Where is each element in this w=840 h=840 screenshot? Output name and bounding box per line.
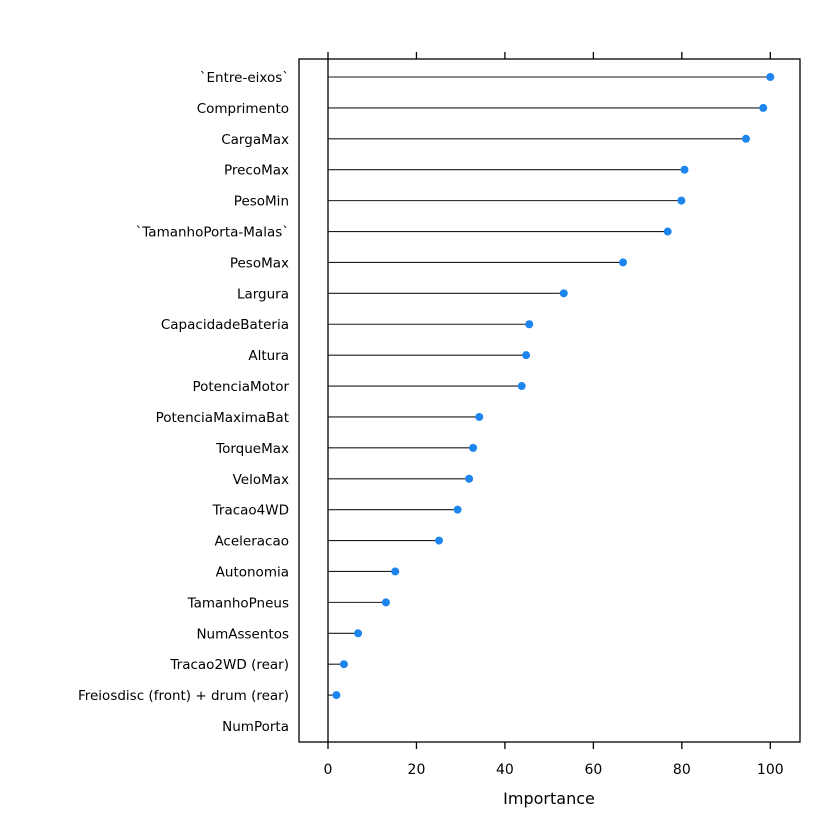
lollipop-dot <box>680 165 689 174</box>
category-label: NumAssentos <box>196 626 289 642</box>
category-label: PotenciaMaximaBat <box>156 410 289 426</box>
category-label: Comprimento <box>197 101 289 117</box>
category-label: Altura <box>248 348 289 364</box>
lollipop-dot <box>741 134 750 143</box>
x-axis-tick-label: 0 <box>324 762 333 778</box>
category-label: PotenciaMotor <box>192 379 289 395</box>
category-label: Largura <box>237 286 289 302</box>
category-label: `TamanhoPorta-Malas` <box>136 225 289 241</box>
lollipop-dot <box>766 73 775 81</box>
category-label: PesoMax <box>230 255 289 271</box>
x-axis-tick-label: 100 <box>757 762 784 778</box>
category-label: TamanhoPneus <box>187 595 289 611</box>
category-label: PesoMin <box>234 194 289 210</box>
x-axis-tick-label: 40 <box>496 762 514 778</box>
category-label: PrecoMax <box>224 163 289 179</box>
lollipop-dot <box>469 443 478 452</box>
category-label: Freiosdisc (front) + drum (rear) <box>78 688 289 704</box>
category-label: Autonomia <box>216 564 289 580</box>
category-label: Tracao2WD (rear) <box>169 657 289 673</box>
plot-frame <box>298 58 801 743</box>
lollipop-dot <box>435 536 444 545</box>
chart-generated-content: 0 20 40 60 80 100 `Entre-eixos` Comprimento Carg… <box>78 52 801 778</box>
lollipop-dot <box>559 289 568 298</box>
x-axis-tick-label: 80 <box>673 762 691 778</box>
lollipop-dot <box>522 351 531 360</box>
lollipop-dot <box>465 474 474 483</box>
lollipop-dot <box>453 505 462 514</box>
lollipop-dot <box>619 258 628 267</box>
lollipop-dot <box>525 320 534 329</box>
x-axis-title: Importance <box>503 789 595 808</box>
category-label: CapacidadeBateria <box>161 317 289 333</box>
lollipop-dot <box>354 629 363 638</box>
x-axis-tick-label: 20 <box>408 762 426 778</box>
lollipop-dot <box>759 103 768 112</box>
category-label: `Entre-eixos` <box>200 70 289 86</box>
lollipop-dot <box>517 382 526 391</box>
category-label: VeloMax <box>233 472 289 488</box>
category-label: NumPorta <box>222 719 289 735</box>
category-label: Aceleracao <box>214 534 289 550</box>
lollipop-dot <box>381 598 390 607</box>
lollipop-dot <box>391 567 400 576</box>
lollipop-dot <box>339 660 348 669</box>
category-label: TorqueMax <box>215 441 289 457</box>
lollipop-dot <box>677 196 686 205</box>
x-axis-tick-label: 60 <box>584 762 602 778</box>
category-label: CargaMax <box>221 132 289 148</box>
lollipop-dot <box>332 691 341 700</box>
lollipop-dot <box>663 227 672 236</box>
category-label: Tracao4WD <box>212 503 289 519</box>
lollipop-dot <box>475 412 484 421</box>
